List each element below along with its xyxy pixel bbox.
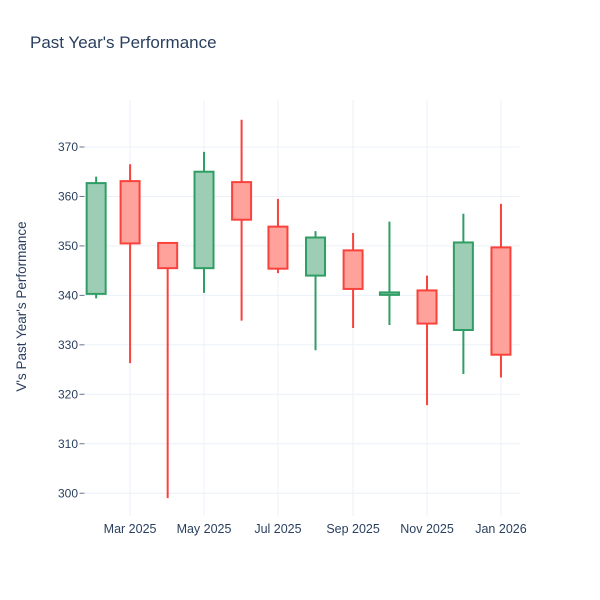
candle-jul-2025[interactable] xyxy=(267,198,289,274)
candle-body xyxy=(85,182,107,295)
candle-body xyxy=(378,291,400,296)
y-tick-label-350: 350 xyxy=(58,239,78,253)
candle-body xyxy=(267,225,289,270)
candle-jan-2026[interactable] xyxy=(490,203,512,378)
candle-aug-2025[interactable] xyxy=(305,231,327,351)
candles xyxy=(85,119,512,499)
x-tick-label: Jan 2026 xyxy=(475,522,526,536)
candle-sep-2025[interactable] xyxy=(342,233,364,329)
x-axis-tick-labels: Mar 2025 May 2025 Jul 2025 Sep 2025 Nov 2025… xyxy=(104,522,527,536)
candle-body xyxy=(157,241,179,270)
candle-body xyxy=(490,246,512,356)
y-tick-label-310: 310 xyxy=(58,437,78,451)
y-tick-label-330: 330 xyxy=(58,338,78,352)
candle-body xyxy=(416,289,438,325)
y-axis-tick-labels: 300 310 320 330 340 350 360 370 xyxy=(58,140,78,500)
x-tick-label: Nov 2025 xyxy=(400,522,454,536)
y-axis-ticks xyxy=(79,146,85,494)
chart-title: Past Year's Performance xyxy=(30,33,217,52)
x-tick-label: Mar 2025 xyxy=(104,522,157,536)
candle-body xyxy=(305,236,327,277)
x-tick-label: Sep 2025 xyxy=(326,522,380,536)
candle-oct-2025[interactable] xyxy=(378,221,400,326)
y-tick-label-340: 340 xyxy=(58,289,78,303)
x-tick-label: Jul 2025 xyxy=(254,522,301,536)
y-tick-label-300: 300 xyxy=(58,486,78,500)
candle-body xyxy=(342,249,364,290)
candle-body xyxy=(452,241,474,331)
candle-dec-2025[interactable] xyxy=(452,213,474,375)
x-tick-label: May 2025 xyxy=(177,522,232,536)
candle-apr-2025[interactable] xyxy=(157,241,179,499)
candle-mar-2025[interactable] xyxy=(119,164,141,364)
y-tick-label-360: 360 xyxy=(58,190,78,204)
candle-feb-2025[interactable] xyxy=(85,176,107,299)
candle-body xyxy=(231,181,253,221)
candle-may-2025[interactable] xyxy=(193,151,215,293)
candle-body xyxy=(193,170,215,270)
candle-nov-2025[interactable] xyxy=(416,275,438,406)
y-axis-title: V's Past Year's Performance xyxy=(14,221,29,391)
candle-body xyxy=(119,180,141,245)
y-tick-label-320: 320 xyxy=(58,387,78,401)
candle-jun-2025[interactable] xyxy=(231,119,253,321)
y-tick-label-370: 370 xyxy=(58,140,78,154)
